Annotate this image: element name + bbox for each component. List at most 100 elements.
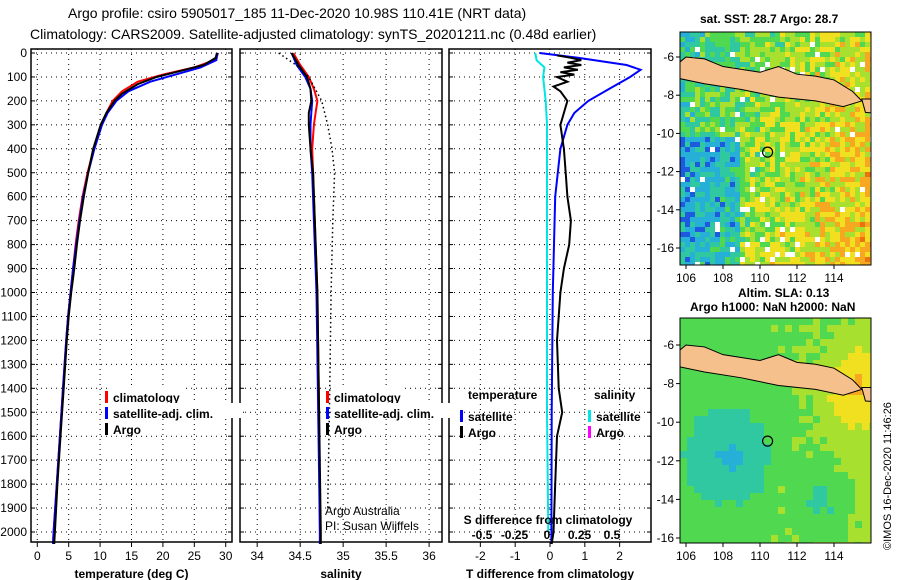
map-cell <box>730 87 735 92</box>
map-cell <box>743 353 750 360</box>
map-cell <box>765 187 770 192</box>
map-cell <box>725 192 730 197</box>
map-cell <box>730 107 735 112</box>
map-cell <box>805 52 810 57</box>
map-cell <box>680 402 687 409</box>
map-cell <box>820 187 825 192</box>
map-cell <box>750 493 757 500</box>
map-cell <box>705 142 710 147</box>
map-cell <box>848 332 855 339</box>
map-cell <box>735 187 740 192</box>
map-cell <box>785 500 792 507</box>
map-cell <box>715 318 722 325</box>
map-cell <box>750 182 755 187</box>
map-cell <box>730 207 735 212</box>
map-cell <box>740 142 745 147</box>
map-cell <box>757 500 764 507</box>
y-tick-label: 1500 <box>0 405 27 419</box>
map-cell <box>835 257 840 262</box>
map-cell <box>848 451 855 458</box>
map-cell <box>735 42 740 47</box>
map-cell <box>860 32 865 37</box>
map-cell <box>827 402 834 409</box>
map-cell <box>770 202 775 207</box>
map-cell <box>830 167 835 172</box>
map-cell <box>841 325 848 332</box>
map-cell <box>820 107 825 112</box>
map-cell <box>685 222 690 227</box>
map-cell <box>825 127 830 132</box>
map-cell <box>700 177 705 182</box>
map-cell <box>720 252 725 257</box>
map-x-tick-label: 106 <box>676 271 696 285</box>
map-cell <box>757 444 764 451</box>
map-cell <box>780 97 785 102</box>
map-cell <box>695 222 700 227</box>
map-cell <box>764 507 771 514</box>
map-cell <box>695 242 700 247</box>
map-cell <box>848 486 855 493</box>
map-cell <box>845 227 850 232</box>
map-cell <box>775 107 780 112</box>
map-cell <box>735 242 740 247</box>
map-cell <box>855 42 860 47</box>
map-cell <box>780 157 785 162</box>
map-cell <box>860 112 865 117</box>
map-cell <box>813 458 820 465</box>
map-cell <box>780 237 785 242</box>
map-cell <box>700 152 705 157</box>
map-2 <box>676 317 872 547</box>
map-cell <box>770 132 775 137</box>
map-cell <box>869 486 871 493</box>
map-cell <box>820 247 825 252</box>
map-cell <box>750 472 757 479</box>
map-cell <box>750 535 757 542</box>
map-cell <box>855 87 860 92</box>
map-cell <box>825 32 830 37</box>
map-cell <box>755 207 760 212</box>
map-cell <box>850 187 855 192</box>
map-cell <box>680 37 685 42</box>
map-cell <box>840 237 845 242</box>
map-cell <box>694 465 701 472</box>
map-cell <box>785 52 790 57</box>
map-cell <box>799 430 806 437</box>
map-cell <box>755 217 760 222</box>
map-cell <box>800 192 805 197</box>
map-cell <box>869 360 871 367</box>
map-cell <box>806 458 813 465</box>
map-cell <box>687 409 694 416</box>
map-cell <box>764 409 771 416</box>
map-cell <box>795 257 800 262</box>
map-cell <box>860 232 865 237</box>
map-cell <box>795 212 800 217</box>
map-cell <box>687 507 694 514</box>
map-cell <box>775 167 780 172</box>
map-cell <box>862 528 869 535</box>
map-cell <box>780 62 785 67</box>
map-cell <box>825 232 830 237</box>
x-tick-label: 35 <box>336 549 350 563</box>
map-cell <box>757 388 764 395</box>
map-cell <box>715 107 720 112</box>
map-cell <box>855 222 860 227</box>
map-cell <box>765 62 770 67</box>
map-cell <box>720 207 725 212</box>
map-cell <box>835 227 840 232</box>
map-cell <box>865 67 870 72</box>
map-cell <box>722 409 729 416</box>
map-cell <box>680 197 685 202</box>
map-cell <box>743 500 750 507</box>
map-cell <box>725 207 730 212</box>
map-cell <box>720 122 725 127</box>
map-cell <box>775 222 780 227</box>
map-cell <box>765 207 770 212</box>
map-cell <box>825 152 830 157</box>
map-cell <box>736 437 743 444</box>
map-cell <box>815 242 820 247</box>
map-cell <box>720 162 725 167</box>
map-cell <box>757 402 764 409</box>
map-cell <box>806 423 813 430</box>
map-cell <box>701 479 708 486</box>
map-cell <box>771 409 778 416</box>
